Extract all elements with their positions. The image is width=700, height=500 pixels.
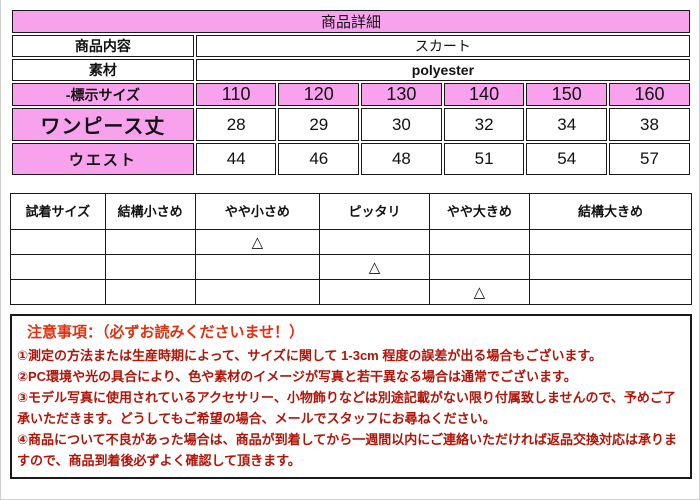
product-content-label: 商品内容	[12, 35, 194, 57]
fit-header-much-larger: 結構大きめ	[528, 193, 693, 230]
fit-cell	[104, 254, 196, 280]
fit-cell	[428, 254, 530, 280]
fit-cell	[528, 229, 693, 255]
fit-row-3: △	[10, 279, 693, 305]
fit-cell	[428, 229, 530, 255]
size-value-cell: 110	[195, 83, 277, 106]
fit-cell	[10, 229, 106, 255]
product-spec-table: 商品詳細 商品内容 スカート 素材 polyester -標示サイズ 110 1…	[10, 8, 692, 177]
fit-header-tryon-size: 試着サイズ	[10, 193, 106, 230]
fit-cell	[104, 229, 196, 255]
fit-cell	[10, 279, 106, 305]
fit-mark-cell: △	[194, 229, 321, 255]
fit-assessment-table: 試着サイズ 結構小さめ やや小さめ ピッタリ やや大きめ 結構大きめ △ △	[10, 193, 693, 305]
waist-value-cell: 54	[526, 143, 608, 175]
waist-label: ウエスト	[12, 143, 194, 175]
page-title: 商品詳細	[12, 10, 690, 33]
material-label: 素材	[12, 59, 194, 81]
length-value-cell: 32	[443, 108, 525, 141]
fit-cell	[194, 254, 321, 280]
fit-cell	[194, 279, 321, 305]
fit-row-1: △	[10, 229, 693, 255]
waist-value-cell: 51	[443, 143, 525, 175]
material-value: polyester	[195, 59, 690, 81]
caution-item-1: ①測定の方法または生産時期によって、サイズに関して 1-3cm 程度の誤差が出る…	[17, 348, 603, 363]
waist-value-cell: 57	[609, 143, 690, 175]
fit-cell	[319, 279, 430, 305]
length-value-cell: 28	[195, 108, 277, 141]
fit-header-row: 試着サイズ 結構小さめ やや小さめ ピッタリ やや大きめ 結構大きめ	[10, 193, 693, 230]
fit-header-slightly-larger: やや大きめ	[428, 193, 530, 230]
waist-value-cell: 46	[278, 143, 360, 175]
length-value-cell: 34	[526, 108, 608, 141]
fit-row-2: △	[10, 254, 693, 280]
caution-title: 注意事項：（必ずお読みくださいませ！）	[27, 324, 305, 341]
size-value-cell: 160	[609, 83, 690, 106]
length-value-cell: 29	[278, 108, 360, 141]
waist-value-cell: 48	[361, 143, 442, 175]
caution-item-3: ③モデル写真に使用されているアクセサリー、小物飾りなどは別途記載がない限り付属致…	[17, 390, 676, 426]
waist-row: ウエスト 44 46 48 51 54 57	[12, 143, 690, 175]
fit-mark-cell: △	[428, 279, 530, 305]
waist-value-cell: 44	[195, 143, 277, 175]
onepiece-length-label: ワンピース丈	[12, 108, 194, 141]
fit-header-much-smaller: 結構小さめ	[104, 193, 196, 230]
spec-title-row: 商品詳細	[12, 10, 690, 33]
size-row-label: -標示サイズ	[12, 83, 194, 106]
fit-cell	[528, 279, 693, 305]
fit-header-perfect: ピッタリ	[319, 193, 430, 230]
length-value-cell: 30	[361, 108, 442, 141]
info-row-material: 素材 polyester	[12, 59, 690, 81]
fit-cell	[319, 229, 430, 255]
fit-header-slightly-smaller: やや小さめ	[194, 193, 321, 230]
size-value-cell: 120	[278, 83, 360, 106]
size-value-cell: 130	[361, 83, 442, 106]
caution-notes-box: 注意事項：（必ずお読みくださいませ！） ①測定の方法または生産時期によって、サイ…	[10, 314, 692, 479]
caution-item-4: ④商品について不良があった場合は、商品が到着してから一週間以内にご連絡いただけれ…	[17, 432, 677, 468]
length-value-cell: 38	[609, 108, 690, 141]
fit-cell	[104, 279, 196, 305]
fit-cell	[10, 254, 106, 280]
caution-item-2: ②PC環境や光の具合により、色や素材のイメージが写真と若干異なる場合は通常でござ…	[17, 369, 577, 384]
onepiece-length-row: ワンピース丈 28 29 30 32 34 38	[12, 108, 690, 141]
info-row-product: 商品内容 スカート	[12, 35, 690, 57]
size-label-row: -標示サイズ 110 120 130 140 150 160	[12, 83, 690, 106]
size-value-cell: 140	[443, 83, 525, 106]
fit-mark-cell: △	[319, 254, 430, 280]
size-value-cell: 150	[526, 83, 608, 106]
fit-cell	[528, 254, 693, 280]
product-content-value: スカート	[195, 35, 690, 57]
